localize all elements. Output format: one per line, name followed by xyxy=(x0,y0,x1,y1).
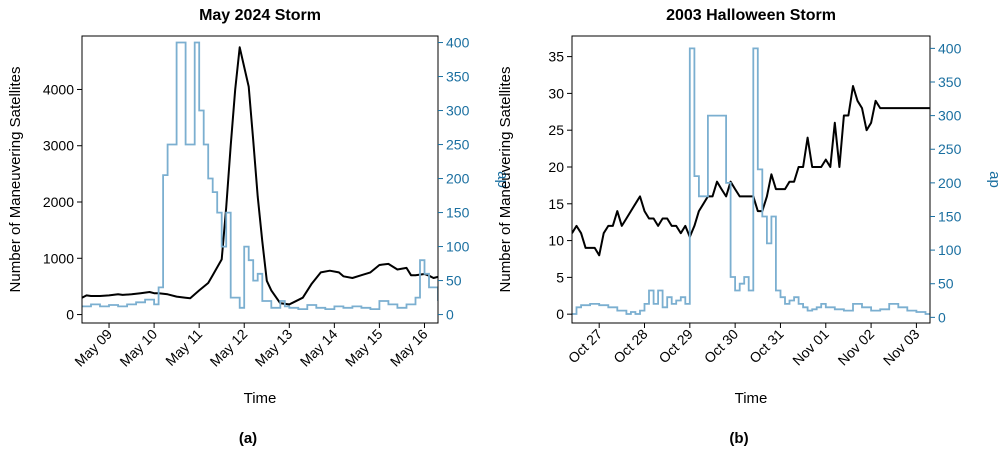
y-right-tick-label: 150 xyxy=(446,205,470,221)
x-tick-label: Nov 03 xyxy=(880,326,923,369)
y-right-tick-label: 100 xyxy=(446,239,470,255)
satellites-series-line xyxy=(572,85,930,257)
x-tick-label: Oct 29 xyxy=(655,326,696,367)
panel-label: (a) xyxy=(239,430,257,447)
chart-a: May 2024 Storm 0 1000 2000 3000 4000 0 50 100 150… xyxy=(7,7,511,447)
y-tick-label: 25 xyxy=(548,122,564,138)
y-right-tick-label: 0 xyxy=(446,307,454,323)
y-tick-label: 0 xyxy=(66,307,74,323)
y-right-tick-label: 50 xyxy=(446,273,462,289)
y-right-tick-label: 0 xyxy=(938,309,946,325)
y-right-axis-label: ap xyxy=(986,171,1000,188)
y-axis-label: Number of Maneuvering Satellites xyxy=(497,67,514,293)
x-tick-label: May 14 xyxy=(297,326,341,370)
plot-frame xyxy=(571,35,931,324)
x-tick-label: May 09 xyxy=(71,326,115,370)
y-tick-label: 5 xyxy=(556,269,564,285)
plot-frame xyxy=(81,35,439,324)
y-right-tick-label: 150 xyxy=(938,208,962,224)
x-tick-label: May 12 xyxy=(207,326,251,370)
y-tick-label: 1000 xyxy=(43,250,74,266)
x-tick-label: May 16 xyxy=(387,326,431,370)
panel-label: (b) xyxy=(729,430,748,447)
y-right-tick-label: 250 xyxy=(446,137,470,153)
y-right-tick-label: 400 xyxy=(938,40,962,56)
x-tick-label: May 13 xyxy=(252,326,296,370)
y-right-tick-label: 300 xyxy=(938,108,962,124)
x-tick-label: May 11 xyxy=(162,326,205,369)
y-right-tick-label: 200 xyxy=(446,171,470,187)
y-right-tick-label: 100 xyxy=(938,242,962,258)
y-tick-label: 2000 xyxy=(43,194,74,210)
x-tick-label: Oct 31 xyxy=(746,326,787,367)
y-right-tick-label: 400 xyxy=(446,35,470,51)
y-tick-label: 30 xyxy=(548,85,564,101)
y-tick-label: 0 xyxy=(556,306,564,322)
x-tick-label: Oct 27 xyxy=(565,326,606,367)
x-tick-label: Nov 02 xyxy=(835,326,878,369)
y-tick-label: 15 xyxy=(548,196,564,212)
x-axis-label: Time xyxy=(244,390,277,407)
satellites-series-line xyxy=(82,46,438,306)
y-right-tick-label: 200 xyxy=(938,175,962,191)
y-right-axis-label: ap xyxy=(494,171,511,188)
y-tick-label: 4000 xyxy=(43,81,74,97)
y-tick-label: 10 xyxy=(548,233,564,249)
ap-series-line xyxy=(82,41,438,310)
chart-title: 2003 Halloween Storm xyxy=(666,7,836,24)
x-tick-label: Oct 28 xyxy=(610,326,651,367)
chart-title: May 2024 Storm xyxy=(199,7,321,24)
x-tick-label: Oct 30 xyxy=(701,326,742,367)
y-right-tick-label: 250 xyxy=(938,141,962,157)
y-right-tick-label: 350 xyxy=(446,69,470,85)
y-right-tick-label: 50 xyxy=(938,276,954,292)
x-axis-label: Time xyxy=(735,390,768,407)
x-tick-label: Nov 01 xyxy=(789,326,832,369)
y-tick-label: 35 xyxy=(548,49,564,65)
x-tick-label: May 10 xyxy=(116,326,160,370)
y-right-tick-label: 350 xyxy=(938,74,962,90)
ap-series-line xyxy=(572,47,930,315)
y-tick-label: 20 xyxy=(548,159,564,175)
x-tick-label: May 15 xyxy=(342,326,386,370)
y-tick-label: 3000 xyxy=(43,138,74,154)
y-axis-label: Number of Maneuvering Satellites xyxy=(7,67,24,293)
y-right-tick-label: 300 xyxy=(446,103,470,119)
chart-b: 2003 Halloween Storm05101520253035050100… xyxy=(497,7,1000,447)
